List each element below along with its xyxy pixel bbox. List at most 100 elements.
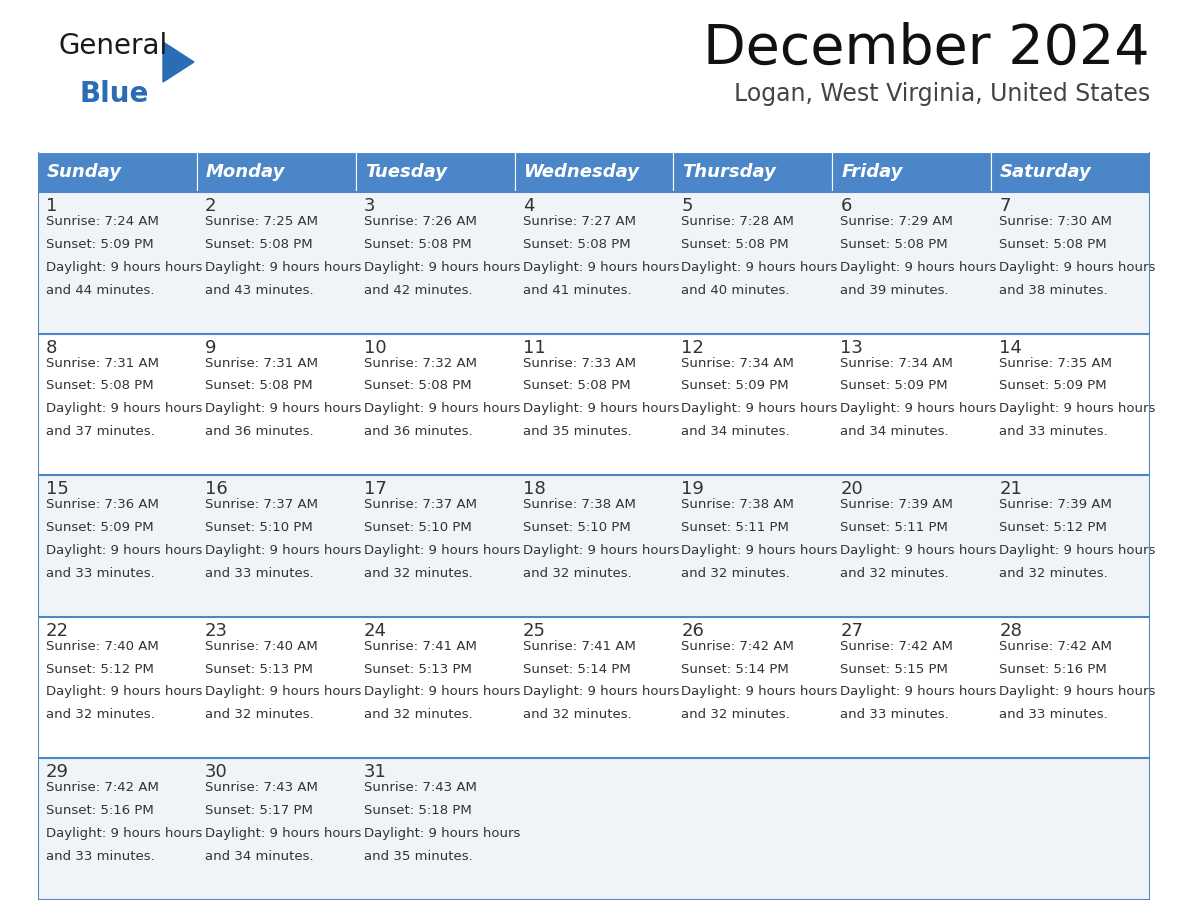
Text: and 43 minutes.: and 43 minutes. [204, 284, 314, 297]
Text: and 44 minutes.: and 44 minutes. [46, 284, 154, 297]
Text: Sunset: 5:14 PM: Sunset: 5:14 PM [523, 663, 631, 676]
Text: 13: 13 [840, 339, 864, 356]
Text: 11: 11 [523, 339, 545, 356]
Text: Sunset: 5:09 PM: Sunset: 5:09 PM [46, 238, 153, 251]
Bar [355, 152, 514, 192]
Text: Sunrise: 7:34 AM: Sunrise: 7:34 AM [682, 356, 795, 370]
Text: Daylight: 9 hours hours: Daylight: 9 hours hours [523, 402, 680, 415]
Text: 5: 5 [682, 197, 693, 215]
Text: Daylight: 9 hours hours: Daylight: 9 hours hours [523, 543, 680, 557]
Text: Sunrise: 7:31 AM: Sunrise: 7:31 AM [204, 356, 318, 370]
Text: and 33 minutes.: and 33 minutes. [204, 566, 314, 579]
Text: Tuesday: Tuesday [365, 163, 447, 181]
Text: Sunrise: 7:32 AM: Sunrise: 7:32 AM [364, 356, 476, 370]
Text: 4: 4 [523, 197, 535, 215]
Text: and 34 minutes.: and 34 minutes. [840, 425, 949, 438]
Bar [38, 333, 197, 476]
Text: Sunset: 5:08 PM: Sunset: 5:08 PM [364, 379, 472, 392]
Text: 7: 7 [999, 197, 1011, 215]
Text: Sunrise: 7:35 AM: Sunrise: 7:35 AM [999, 356, 1112, 370]
Text: Daylight: 9 hours hours: Daylight: 9 hours hours [204, 686, 361, 699]
Text: 23: 23 [204, 621, 228, 640]
Text: Sunrise: 7:42 AM: Sunrise: 7:42 AM [840, 640, 953, 653]
Bar [38, 476, 197, 617]
Bar [197, 192, 355, 333]
Bar [833, 617, 991, 758]
Text: Sunrise: 7:37 AM: Sunrise: 7:37 AM [364, 498, 476, 511]
Text: Sunrise: 7:25 AM: Sunrise: 7:25 AM [204, 215, 318, 228]
Text: Sunset: 5:16 PM: Sunset: 5:16 PM [999, 663, 1107, 676]
Text: and 32 minutes.: and 32 minutes. [364, 566, 473, 579]
Text: Sunset: 5:13 PM: Sunset: 5:13 PM [204, 663, 312, 676]
Text: Wednesday: Wednesday [524, 163, 639, 181]
Text: Sunrise: 7:42 AM: Sunrise: 7:42 AM [46, 781, 159, 794]
Text: Daylight: 9 hours hours: Daylight: 9 hours hours [46, 827, 202, 840]
Text: Sunrise: 7:40 AM: Sunrise: 7:40 AM [204, 640, 317, 653]
Text: Monday: Monday [206, 163, 285, 181]
Text: and 34 minutes.: and 34 minutes. [682, 425, 790, 438]
Text: and 37 minutes.: and 37 minutes. [46, 425, 154, 438]
Text: 12: 12 [682, 339, 704, 356]
Text: Sunset: 5:17 PM: Sunset: 5:17 PM [204, 804, 312, 817]
Text: Sunrise: 7:40 AM: Sunrise: 7:40 AM [46, 640, 159, 653]
Text: Sunrise: 7:43 AM: Sunrise: 7:43 AM [364, 781, 476, 794]
Bar [833, 192, 991, 333]
Text: Daylight: 9 hours hours: Daylight: 9 hours hours [840, 543, 997, 557]
Text: Sunrise: 7:38 AM: Sunrise: 7:38 AM [523, 498, 636, 511]
Text: Sunrise: 7:36 AM: Sunrise: 7:36 AM [46, 498, 159, 511]
Bar [514, 152, 674, 192]
Text: and 32 minutes.: and 32 minutes. [999, 566, 1108, 579]
Text: Sunrise: 7:30 AM: Sunrise: 7:30 AM [999, 215, 1112, 228]
Text: Sunrise: 7:26 AM: Sunrise: 7:26 AM [364, 215, 476, 228]
Text: and 33 minutes.: and 33 minutes. [999, 709, 1108, 722]
Text: Sunset: 5:09 PM: Sunset: 5:09 PM [682, 379, 789, 392]
Text: Sunset: 5:14 PM: Sunset: 5:14 PM [682, 663, 789, 676]
Text: Sunrise: 7:34 AM: Sunrise: 7:34 AM [840, 356, 953, 370]
Text: Daylight: 9 hours hours: Daylight: 9 hours hours [364, 686, 520, 699]
Text: 28: 28 [999, 621, 1022, 640]
Bar [674, 192, 833, 333]
Bar [674, 617, 833, 758]
Text: Sunset: 5:09 PM: Sunset: 5:09 PM [840, 379, 948, 392]
Text: Sunset: 5:16 PM: Sunset: 5:16 PM [46, 804, 153, 817]
Text: and 35 minutes.: and 35 minutes. [523, 425, 631, 438]
Bar [991, 617, 1150, 758]
Text: Sunset: 5:11 PM: Sunset: 5:11 PM [840, 521, 948, 534]
Text: 24: 24 [364, 621, 387, 640]
Bar [674, 758, 833, 900]
Text: and 36 minutes.: and 36 minutes. [204, 425, 314, 438]
Text: Daylight: 9 hours hours: Daylight: 9 hours hours [999, 402, 1156, 415]
Text: 17: 17 [364, 480, 386, 498]
Text: Daylight: 9 hours hours: Daylight: 9 hours hours [999, 686, 1156, 699]
Bar [991, 152, 1150, 192]
Text: and 32 minutes.: and 32 minutes. [840, 566, 949, 579]
Text: Sunrise: 7:28 AM: Sunrise: 7:28 AM [682, 215, 795, 228]
Text: and 39 minutes.: and 39 minutes. [840, 284, 949, 297]
Bar [355, 758, 514, 900]
Text: Sunrise: 7:31 AM: Sunrise: 7:31 AM [46, 356, 159, 370]
Bar [197, 617, 355, 758]
Text: Sunset: 5:09 PM: Sunset: 5:09 PM [999, 379, 1107, 392]
Text: 19: 19 [682, 480, 704, 498]
Text: Sunset: 5:13 PM: Sunset: 5:13 PM [364, 663, 472, 676]
Bar [991, 476, 1150, 617]
Bar [514, 192, 674, 333]
Bar [197, 333, 355, 476]
Text: and 33 minutes.: and 33 minutes. [999, 425, 1108, 438]
Text: and 32 minutes.: and 32 minutes. [523, 709, 631, 722]
Text: and 40 minutes.: and 40 minutes. [682, 284, 790, 297]
Text: 8: 8 [46, 339, 57, 356]
Text: December 2024: December 2024 [703, 22, 1150, 76]
Bar [197, 152, 355, 192]
Text: Sunrise: 7:41 AM: Sunrise: 7:41 AM [523, 640, 636, 653]
Text: 15: 15 [46, 480, 69, 498]
Text: Sunset: 5:08 PM: Sunset: 5:08 PM [523, 379, 630, 392]
Bar [833, 476, 991, 617]
Text: 18: 18 [523, 480, 545, 498]
Text: Sunset: 5:12 PM: Sunset: 5:12 PM [999, 521, 1107, 534]
Text: Daylight: 9 hours hours: Daylight: 9 hours hours [523, 686, 680, 699]
Text: Sunrise: 7:42 AM: Sunrise: 7:42 AM [682, 640, 795, 653]
Text: Saturday: Saturday [1000, 163, 1092, 181]
Bar [355, 333, 514, 476]
Text: Daylight: 9 hours hours: Daylight: 9 hours hours [364, 261, 520, 274]
